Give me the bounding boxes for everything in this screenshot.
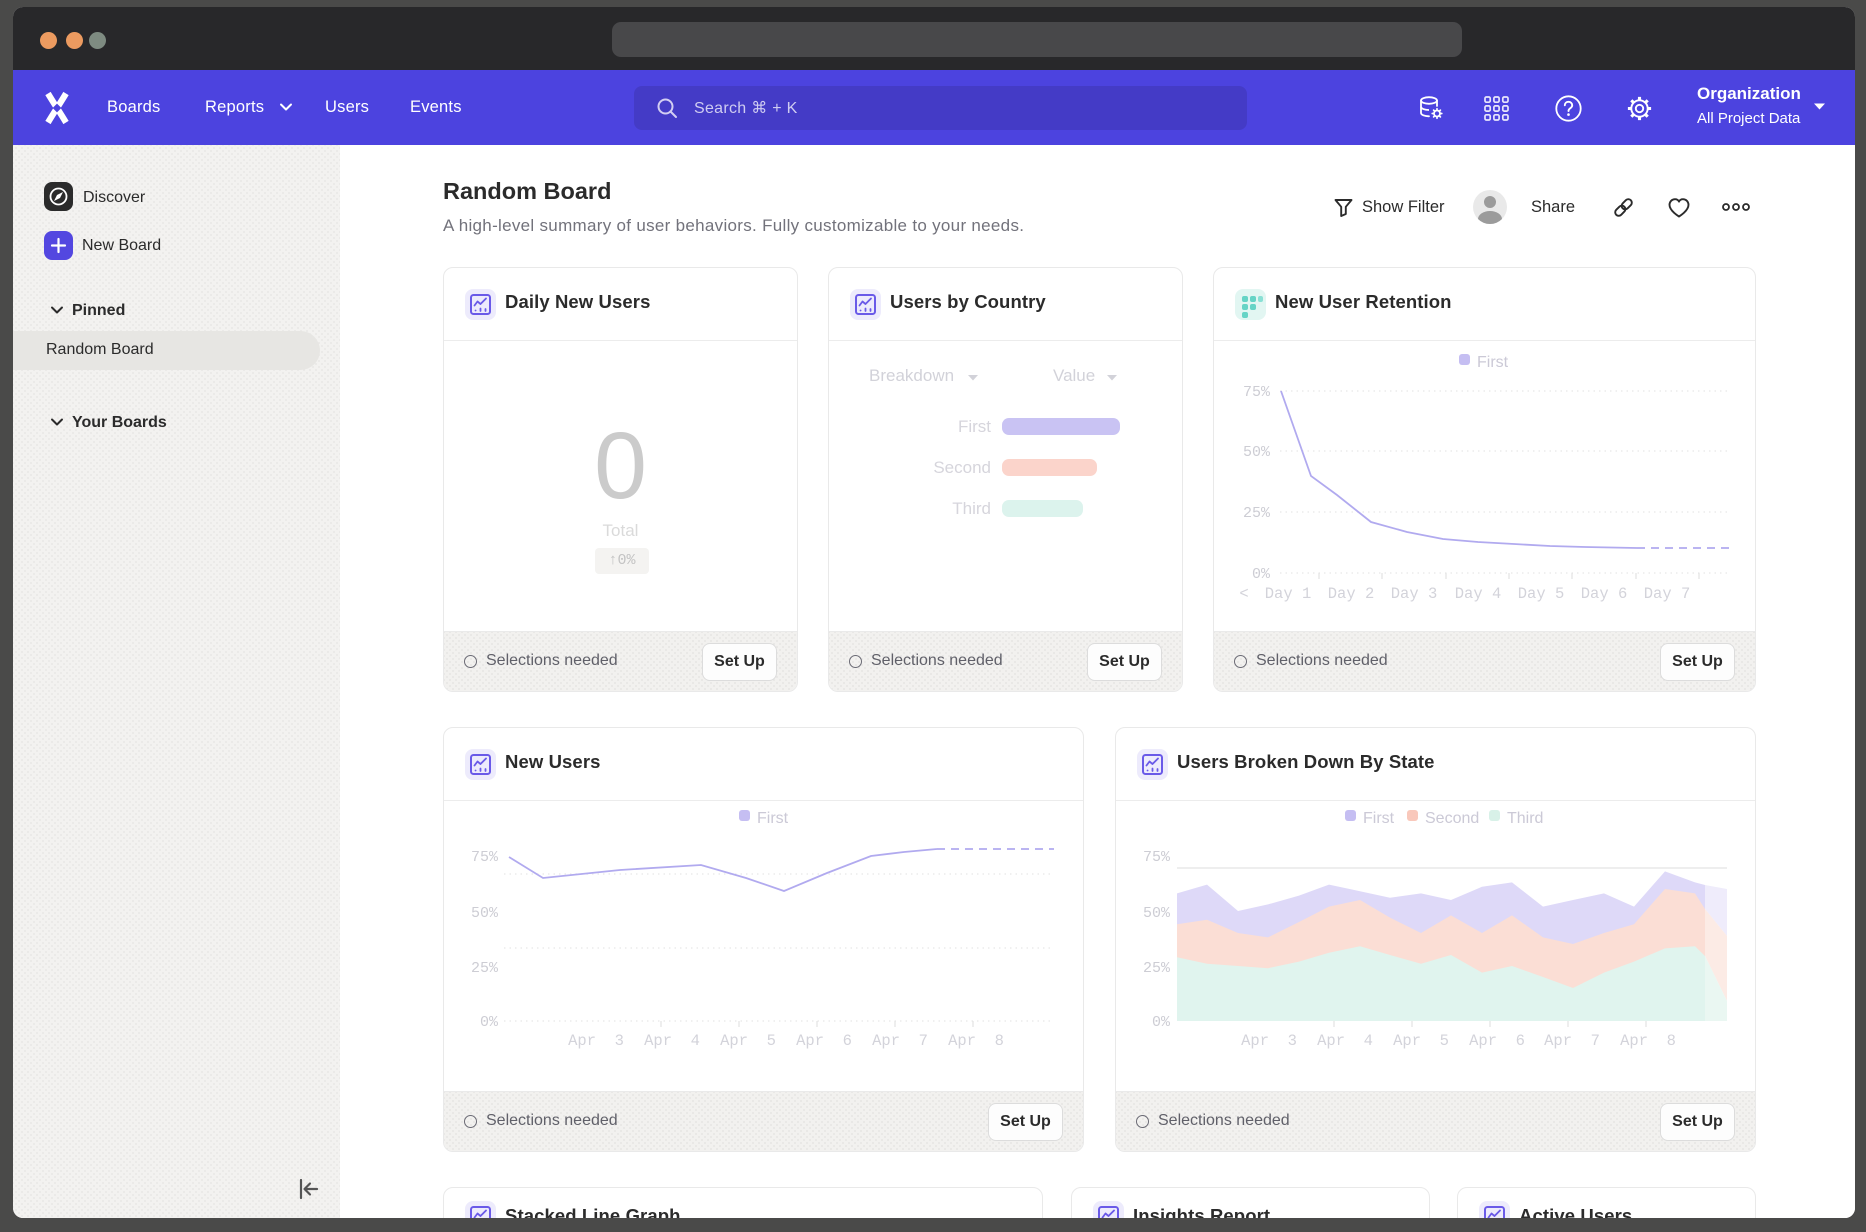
- svg-text:Apr 6: Apr 6: [796, 1032, 852, 1050]
- svg-text:Day 4: Day 4: [1455, 585, 1502, 603]
- svg-text:Third: Third: [1507, 810, 1543, 827]
- svg-text:75%: 75%: [1143, 849, 1171, 866]
- svg-text:Apr 4: Apr 4: [644, 1032, 700, 1050]
- svg-text:Apr 6: Apr 6: [1469, 1032, 1525, 1050]
- svg-text:Apr 7: Apr 7: [1544, 1032, 1600, 1050]
- svg-text:25%: 25%: [1243, 505, 1271, 522]
- svg-text:0%: 0%: [1152, 1014, 1171, 1031]
- svg-text:Day 7: Day 7: [1644, 585, 1691, 603]
- svg-text:Apr 8: Apr 8: [948, 1032, 1004, 1050]
- svg-text:Day 6: Day 6: [1581, 585, 1628, 603]
- svg-text:50%: 50%: [1243, 444, 1271, 461]
- svg-text:50%: 50%: [1143, 905, 1171, 922]
- svg-text:Apr 5: Apr 5: [720, 1032, 776, 1050]
- svg-text:Apr 5: Apr 5: [1393, 1032, 1449, 1050]
- svg-text:First: First: [1477, 354, 1509, 371]
- svg-text:75%: 75%: [471, 849, 499, 866]
- svg-text:First: First: [757, 810, 789, 827]
- svg-text:75%: 75%: [1243, 384, 1271, 401]
- svg-text:0%: 0%: [1252, 566, 1271, 583]
- svg-text:Apr 8: Apr 8: [1620, 1032, 1676, 1050]
- svg-text:First: First: [1363, 810, 1395, 827]
- svg-text:0%: 0%: [480, 1014, 499, 1031]
- svg-text:<: <: [1239, 585, 1248, 603]
- svg-text:Apr 4: Apr 4: [1317, 1032, 1373, 1050]
- svg-text:Day 3: Day 3: [1391, 585, 1438, 603]
- svg-text:Second: Second: [1425, 810, 1479, 827]
- svg-text:25%: 25%: [471, 960, 499, 977]
- svg-text:Day 2: Day 2: [1328, 585, 1375, 603]
- svg-text:50%: 50%: [471, 905, 499, 922]
- svg-text:Day 1: Day 1: [1265, 585, 1312, 603]
- svg-text:Apr 3: Apr 3: [1241, 1032, 1297, 1050]
- svg-text:Apr 7: Apr 7: [872, 1032, 928, 1050]
- svg-text:25%: 25%: [1143, 960, 1171, 977]
- svg-text:Apr 3: Apr 3: [568, 1032, 624, 1050]
- svg-text:Day 5: Day 5: [1518, 585, 1565, 603]
